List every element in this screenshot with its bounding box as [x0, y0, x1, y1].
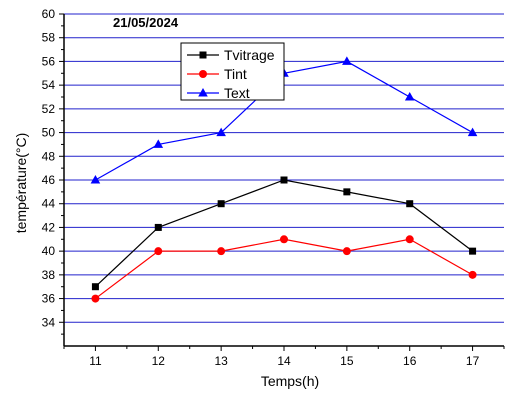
legend-item-tint: Tint: [187, 66, 247, 82]
y-tick-label: 38: [42, 268, 56, 282]
legend-label-text: Text: [224, 85, 250, 101]
data-point-tvitrage: [217, 200, 225, 208]
date-label: 21/05/2024: [113, 15, 179, 30]
data-point-tvitrage: [406, 200, 414, 208]
x-tick-label: 13: [214, 354, 228, 368]
x-tick-label: 16: [403, 354, 417, 368]
data-point-tint: [91, 294, 100, 303]
x-tick-label: 15: [340, 354, 354, 368]
x-tick-label: 12: [152, 354, 166, 368]
legend-item-text: Text: [187, 85, 250, 101]
x-tick-label: 17: [466, 354, 480, 368]
data-point-text: [467, 127, 478, 137]
data-point-tvitrage: [280, 176, 288, 184]
axis-ticks: 34 36 38 40 42 44 46 48 50 52 54 56 58 60 11 12 13 14 15 16…: [42, 7, 505, 368]
legend-label-tvitrage: Tvitrage: [224, 47, 275, 63]
data-point-tint: [280, 235, 288, 244]
legend-item-tvitrage: Tvitrage: [187, 47, 275, 63]
data-point-text: [404, 92, 415, 101]
data-point-tvitrage: [343, 188, 351, 196]
y-tick-label: 54: [42, 78, 56, 92]
y-tick-label: 44: [42, 197, 56, 211]
y-tick-label: 52: [42, 102, 56, 116]
y-tick-label: 40: [42, 244, 56, 258]
data-point-text: [90, 175, 101, 184]
data-point-tvitrage: [469, 247, 477, 255]
legend: Tvitrage Tint Text: [180, 42, 285, 101]
y-tick-label: 34: [42, 315, 56, 329]
legend-marker-tvitrage: [199, 51, 207, 59]
data-point-tint: [217, 247, 226, 256]
gridlines: [64, 13, 504, 323]
data-point-tint: [342, 247, 351, 256]
legend-marker-text: [198, 88, 208, 97]
legend-box: [180, 42, 285, 101]
x-tick-label: 14: [277, 354, 291, 368]
series-tint: [91, 235, 477, 303]
data-point-text: [216, 127, 226, 137]
legend-marker-tint: [199, 70, 207, 78]
y-tick-label: 58: [42, 31, 56, 45]
data-point-tint: [154, 247, 163, 256]
y-tick-label: 36: [42, 292, 56, 306]
y-tick-label: 48: [42, 149, 56, 163]
y-tick-label: 60: [42, 7, 56, 21]
data-point-text: [153, 139, 164, 148]
data-point-tint: [468, 270, 477, 279]
y-axis-title: température(°C): [13, 133, 29, 234]
data-point-text: [342, 56, 352, 65]
data-point-tint: [405, 235, 414, 244]
series-line-tint: [95, 238, 473, 300]
series-tvitrage: [91, 176, 477, 291]
x-axis-title: Temps(h): [261, 373, 319, 389]
data-point-tvitrage: [91, 283, 99, 291]
series-line-tvitrage: [95, 179, 473, 288]
y-tick-label: 42: [42, 220, 56, 234]
x-tick-label: 11: [89, 354, 102, 368]
y-tick-label: 56: [42, 54, 56, 68]
y-tick-label: 46: [42, 173, 56, 187]
y-tick-label: 50: [42, 126, 56, 140]
legend-label-tint: Tint: [224, 66, 247, 82]
data-point-tvitrage: [154, 223, 162, 231]
